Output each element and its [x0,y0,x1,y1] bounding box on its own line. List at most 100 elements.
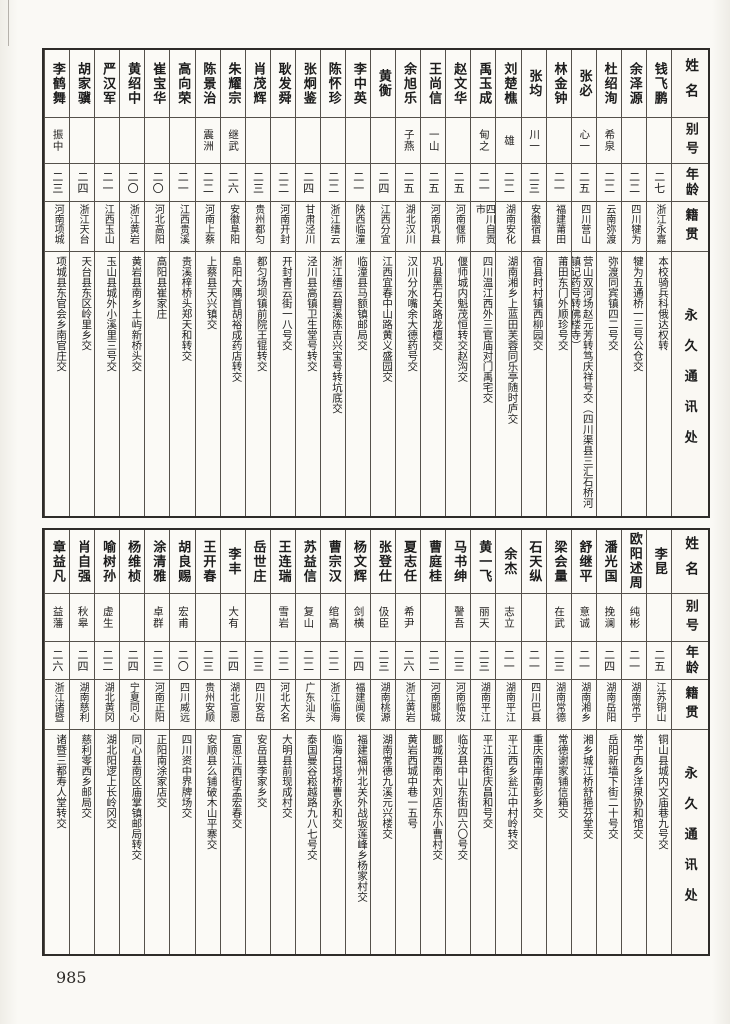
alias-cell [446,118,471,164]
alias-cell: 意诚 [571,594,596,642]
name-cell: 曹宗汉 [320,530,345,594]
age-cell: 二一 [571,642,596,680]
name-cell: 余旭乐 [396,50,421,118]
person-column: 李中英 二一 陕西临潼 临潼县马额镇邮局交 [344,50,371,516]
address-cell: 浙江缙云碧溪陈吉兴宝号转坑底交 [330,256,343,414]
address-cell: 湖南湘乡上蓝田芙蓉同乐亭随时庐交 [506,256,519,424]
alias-cell: 雄 [496,118,521,164]
name-cell: 王尚信 [421,50,446,118]
address-cell: 岳阳新墙下街二十号交 [606,734,619,839]
age-cell: 二五 [396,164,421,202]
age-cell: 二四 [596,642,621,680]
age-cell: 二三 [521,164,546,202]
name-cell: 黄一飞 [471,530,496,594]
alias-cell: 川一 [521,118,546,164]
alias-cell: 甸之 [471,118,496,164]
person-column: 张登仕 伋臣 二三 湖南桃源 湖南常德九溪元兴楼交 [370,530,396,954]
address-cell: 郾城西南大刘店东小曹村交 [431,734,444,860]
alias-cell: 继武 [220,118,245,164]
age-cell: 二二 [295,642,320,680]
age-cell: 二二 [320,164,345,202]
native-cell: 河南项城 [45,202,70,252]
name-cell: 李昆 [646,530,671,594]
name-cell: 杜绍洵 [596,50,621,118]
alias-cell: 复山 [295,594,320,642]
native-cell: 浙江天台 [70,202,95,252]
name-cell: 严汉军 [95,50,120,118]
header-address-label: 永久通讯处 [672,730,708,954]
age-cell: 二二 [421,642,446,680]
person-column: 涂清雅 卓群 二三 河南正阳 正阳南涂家店交 [144,530,170,954]
header-alias-label: 别号 [672,118,708,164]
age-cell: 二一 [471,164,496,202]
person-column: 王连瑞 雪岩 二二 河北大名 大明县前现成村交 [269,530,295,954]
person-column: 王尚信 一山 二五 河南巩县 巩县黑石关路龙檀交 [420,50,446,516]
address-cell: 慈利零西乡邮局交 [80,734,93,818]
name-cell: 钱飞鹏 [646,50,671,118]
name-cell: 夏志任 [396,530,421,594]
name-cell: 胡家骥 [70,50,95,118]
address-cell: 阜阳大隅首胡裕成药店转交 [230,256,243,382]
address-cell: 高阳县崔家庄 [155,256,168,319]
alias-cell: 益藩 [45,594,70,642]
address-cell: 湘乡城江桥舒挹芬堂交 [581,734,594,839]
person-column: 岳世庄 二三 四川安岳 安岳县李家乡交 [244,530,270,954]
age-cell: 二〇 [170,642,195,680]
age-cell: 二五 [421,164,446,202]
age-cell: 二四 [371,164,396,202]
name-cell: 耿发舜 [270,50,295,118]
name-cell: 肖茂辉 [245,50,270,118]
name-cell: 舒继平 [571,530,596,594]
person-column: 王开春 二三 贵州安顺 安顺县么铺破木山平寨交 [194,530,220,954]
address-cell: 巩县黑石关路龙檀交 [431,256,444,351]
native-cell: 浙江黄岩 [120,202,145,252]
native-cell: 宁夏同心 [120,680,145,730]
alias-cell: 丽天 [471,594,496,642]
header-name-label: 姓名 [672,50,708,118]
alias-cell [621,118,646,164]
person-column: 朱耀宗 继武 二六 安徽阜阳 阜阳大隅首胡裕成药店转交 [219,50,245,516]
name-cell: 黄衡 [371,50,396,118]
alias-cell: 纯彬 [621,594,646,642]
address-cell: 平江西街庆昌和号交 [481,734,494,829]
alias-cell [95,118,120,164]
person-column: 张炯鉴 二四 甘肃泾川 泾川县高镇卫生堂号转交 [294,50,320,516]
native-cell: 河北大名 [270,680,295,730]
native-cell: 贵州安顺 [195,680,220,730]
native-cell: 贵州都匀 [245,202,270,252]
alias-cell: 卓群 [145,594,170,642]
address-cell: 上蔡县天兴镇交 [205,256,218,330]
alias-cell: 剑横 [345,594,371,642]
name-cell: 崔宝华 [145,50,170,118]
native-cell: 福建莆田 [546,202,571,252]
name-cell: 潘光国 [596,530,621,594]
alias-cell: 大有 [220,594,245,642]
age-cell: 二六 [45,642,70,680]
native-cell: 湖南慈利 [70,680,95,730]
age-cell: 二二 [320,642,345,680]
age-cell: 二三 [471,642,496,680]
directory-table-bottom: 姓名 别号 年龄 籍贯 永久通讯处 李昆 二五 江苏铜山 铜山县城内文庙巷九号交 欧阳述周 纯彬 二一… [42,528,710,956]
native-cell: 甘肃泾川 [295,202,320,252]
person-column: 肖茂辉 二三 贵州都匀 都匀场坝镇前院王锟转交 [244,50,270,516]
person-column: 苏益信 复山 二二 广东汕头 泰国曼谷崧越路九八七号交 [294,530,320,954]
person-column: 胡良赐 宏甫 二〇 四川威远 四川资中界牌场交 [169,530,195,954]
age-cell: 二四 [345,642,371,680]
native-cell: 湖南安化 [496,202,521,252]
native-cell: 浙江诸暨 [45,680,70,730]
name-cell: 石天纵 [521,530,546,594]
native-cell: 河南偃师 [446,202,471,252]
name-cell: 高向荣 [170,50,195,118]
name-cell: 张必 [571,50,596,118]
age-cell: 二四 [220,642,245,680]
person-column: 梁会量 在武 二三 湖南常德 常德谢家铺信箱交 [545,530,571,954]
native-cell: 浙江临海 [320,680,345,730]
header-age-label: 年龄 [672,164,708,202]
person-column: 陈怀珍 二二 浙江缙云 浙江缙云碧溪陈吉兴宝号转坑底交 [319,50,345,516]
address-cell: 宣恩江西街孟宏春交 [230,734,243,829]
address-cell: 莆田东门外顺珍号交 [556,256,569,351]
name-cell: 欧阳述周 [621,530,646,594]
native-cell: 河南临汝 [446,680,471,730]
name-cell: 林金钟 [546,50,571,118]
